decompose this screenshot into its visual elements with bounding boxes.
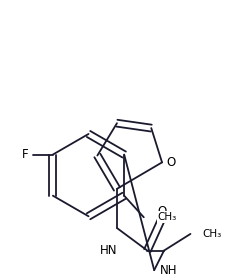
Text: F: F (22, 148, 29, 161)
Text: NH: NH (159, 264, 177, 277)
Text: O: O (166, 156, 175, 169)
Text: CH₃: CH₃ (201, 229, 221, 239)
Text: O: O (157, 205, 166, 218)
Text: CH₃: CH₃ (157, 212, 176, 222)
Text: HN: HN (99, 244, 116, 257)
